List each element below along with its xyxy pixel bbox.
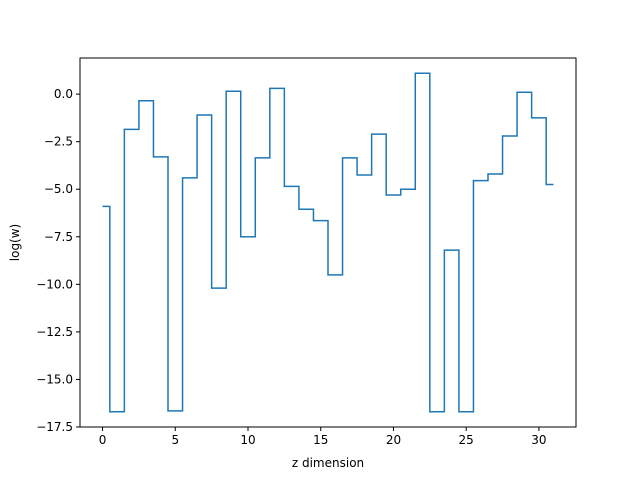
- x-tick-label: 5: [171, 433, 179, 447]
- y-tick-label: 0.0: [54, 87, 73, 101]
- x-tick-label: 10: [240, 433, 255, 447]
- y-tick-label: −10.0: [36, 277, 73, 291]
- x-tick-label: 30: [531, 433, 546, 447]
- x-tick-label: 25: [459, 433, 474, 447]
- series-line: [102, 72, 554, 413]
- y-tick-label: −17.5: [36, 420, 73, 434]
- x-tick-label: 20: [386, 433, 401, 447]
- plot-frame: [79, 57, 577, 428]
- y-tick-label: −15.0: [36, 372, 73, 386]
- y-tick-label: −12.5: [36, 325, 73, 339]
- y-tick-label: −5.0: [44, 182, 73, 196]
- x-tick-label: 0: [99, 433, 107, 447]
- x-axis: 0 5 10 15 20 25 30: [99, 427, 547, 447]
- y-axis: 0.0 −2.5 −5.0 −7.5 −10.0 −12.5 −15.0 −17.5: [36, 87, 80, 434]
- y-tick-label: −7.5: [44, 230, 73, 244]
- x-tick-label: 15: [313, 433, 328, 447]
- series-layer: [102, 72, 554, 413]
- y-axis-label: log(w): [8, 224, 22, 261]
- y-tick-label: −2.5: [44, 135, 73, 149]
- x-axis-label: z dimension: [292, 456, 364, 470]
